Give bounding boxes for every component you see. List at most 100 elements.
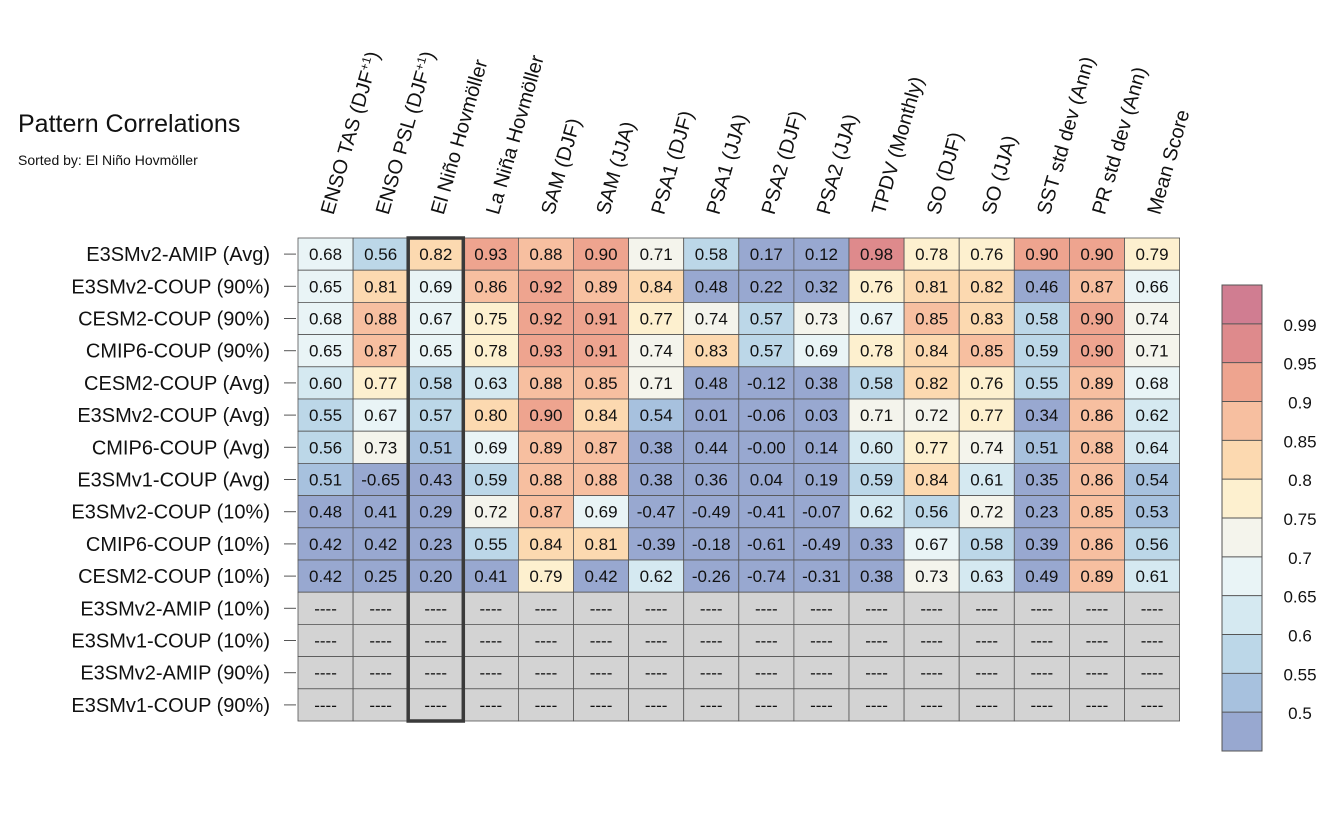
- cell-value-label: ----: [1141, 599, 1164, 618]
- cell-value-label: 0.69: [585, 503, 618, 522]
- cell-value-label: ----: [810, 664, 833, 683]
- cell-value-label: 0.53: [1136, 503, 1169, 522]
- column-label: El Niño Hovmöller: [427, 57, 492, 217]
- heatmap-cell: [1013, 462, 1070, 496]
- heatmap-cell: [297, 559, 354, 593]
- heatmap-cell: [738, 334, 795, 368]
- column-label: ENSO PSL (DJF+1): [371, 49, 440, 217]
- heatmap-cell: [738, 591, 795, 625]
- column-label: ENSO TAS (DJF+1): [316, 49, 385, 217]
- heatmap-cell: [683, 624, 740, 658]
- cell-value-label: 0.72: [970, 503, 1003, 522]
- heatmap-cell: [958, 495, 1015, 529]
- heatmap-cell: [352, 559, 409, 593]
- heatmap-cell: [628, 237, 685, 271]
- cell-value-label: 0.33: [860, 535, 893, 554]
- cell-value-label: 0.59: [1025, 342, 1058, 361]
- cell-value-label: 0.58: [970, 535, 1003, 554]
- column-label: Mean Score: [1143, 107, 1194, 217]
- heatmap-cell: [518, 301, 574, 335]
- column-label: TPDV (Monthly): [868, 74, 928, 217]
- cell-value-label: 0.81: [364, 277, 397, 296]
- cell-value-label: 0.60: [860, 438, 893, 457]
- cell-value-label: 0.48: [695, 277, 728, 296]
- heatmap-cell: [683, 656, 740, 690]
- cell-value-label: ----: [755, 664, 778, 683]
- chart-subtitle: Sorted by: El Niño Hovmöller: [18, 152, 198, 168]
- cell-value-label: -0.39: [637, 535, 676, 554]
- cell-value-label: 0.88: [529, 471, 562, 490]
- cell-value-label: 0.77: [640, 310, 673, 329]
- cell-value-label: ----: [645, 696, 668, 715]
- cell-value-label: ----: [369, 632, 392, 651]
- heatmap-cell: [1124, 688, 1180, 722]
- cell-value-label: 0.98: [860, 245, 893, 264]
- colorbar-swatch: [1222, 362, 1262, 402]
- cell-value-label: 0.85: [970, 342, 1003, 361]
- heatmap-cell: [462, 269, 519, 303]
- cell-value-label: 0.67: [364, 406, 397, 425]
- cell-value-label: ----: [369, 599, 392, 618]
- heatmap-cell: [848, 430, 905, 464]
- heatmap-cell: [352, 301, 409, 335]
- cell-value-label: 0.93: [529, 342, 562, 361]
- cell-value-label: -0.07: [802, 503, 841, 522]
- cell-value-label: ----: [314, 664, 337, 683]
- heatmap-cell: [573, 559, 629, 593]
- cell-value-label: 0.42: [309, 567, 342, 586]
- cell-value-label: ----: [314, 632, 337, 651]
- colorbar-tick-label: 0.8: [1288, 471, 1312, 490]
- cell-value-label: 0.89: [1080, 374, 1113, 393]
- cell-value-label: ----: [1141, 664, 1164, 683]
- heatmap-cell: [1124, 591, 1180, 625]
- cell-value-label: 0.42: [585, 567, 618, 586]
- cell-value-label: ----: [535, 696, 558, 715]
- colorbar-tick-label: 0.99: [1283, 316, 1316, 335]
- cell-value-label: ----: [535, 664, 558, 683]
- cell-value-label: 0.87: [585, 438, 618, 457]
- heatmap-cell: [793, 688, 850, 722]
- cell-value-label: ----: [810, 632, 833, 651]
- heatmap-cell: [1069, 398, 1125, 432]
- cell-value-label: ----: [590, 599, 613, 618]
- cell-value-label: ----: [314, 599, 337, 618]
- heatmap-cell: [1124, 334, 1180, 368]
- heatmap-cell: [628, 656, 685, 690]
- cell-value-label: 0.63: [474, 374, 507, 393]
- heatmap-cell: [352, 398, 409, 432]
- cell-value-label: ----: [700, 632, 723, 651]
- heatmap-cell: [738, 495, 795, 529]
- cell-value-label: ----: [1141, 632, 1164, 651]
- cell-value-label: 0.69: [474, 438, 507, 457]
- cell-value-label: 0.75: [474, 310, 507, 329]
- cell-value-label: ----: [1086, 696, 1109, 715]
- cell-value-label: 0.58: [419, 374, 452, 393]
- cell-value-label: 0.85: [915, 310, 948, 329]
- cell-value-label: 0.88: [1080, 438, 1113, 457]
- cell-value-label: 0.71: [640, 374, 673, 393]
- cell-value-label: 0.82: [970, 277, 1003, 296]
- cell-value-label: 0.89: [1080, 567, 1113, 586]
- heatmap-cell: [738, 462, 795, 496]
- cell-value-label: 0.88: [364, 310, 397, 329]
- cell-value-label: -0.74: [747, 567, 786, 586]
- heatmap-cell: [903, 269, 960, 303]
- cell-value-label: 0.38: [805, 374, 838, 393]
- colorbar-swatch: [1222, 440, 1262, 480]
- cell-value-label: 0.74: [695, 310, 728, 329]
- cell-value-label: 0.55: [309, 406, 342, 425]
- cell-value-label: 0.63: [970, 567, 1003, 586]
- heatmap-cell: [407, 656, 464, 690]
- cell-value-label: 0.51: [1025, 438, 1058, 457]
- cell-value-label: 0.87: [364, 342, 397, 361]
- cell-value-label: ----: [865, 664, 888, 683]
- cell-value-label: ----: [700, 664, 723, 683]
- heatmap-cell: [573, 366, 629, 400]
- cell-value-label: 0.90: [1025, 245, 1058, 264]
- colorbar-swatch: [1222, 285, 1262, 324]
- colorbar-tick-label: 0.55: [1283, 665, 1316, 684]
- heatmap-cell: [683, 366, 740, 400]
- cell-value-label: 0.56: [1136, 535, 1169, 554]
- column-label: La Niña Hovmöller: [482, 53, 549, 218]
- heatmap-cell: [848, 591, 905, 625]
